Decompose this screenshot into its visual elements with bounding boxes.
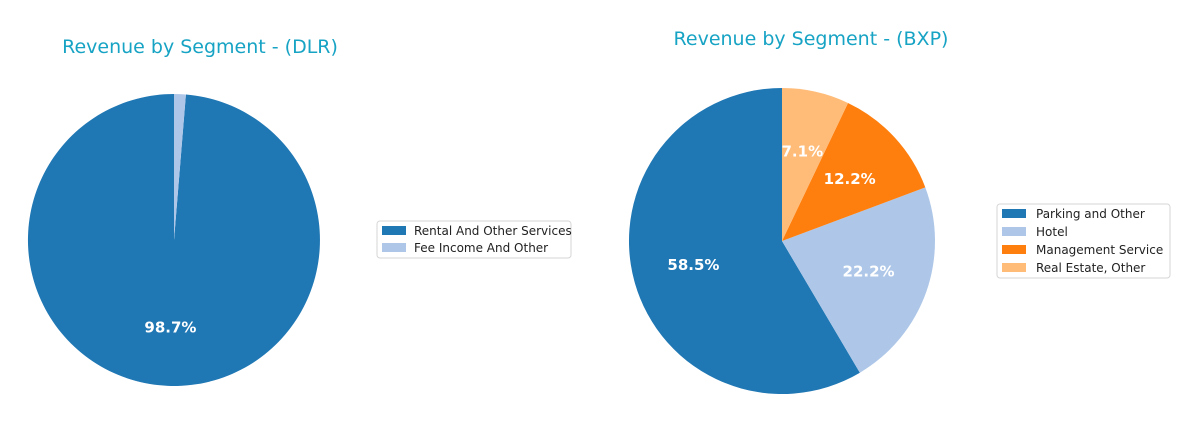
legend-swatch-parking-and-other <box>1002 209 1026 218</box>
legend-label-rental-and-other-services: Rental And Other Services <box>414 224 572 238</box>
legend-frame-bxp <box>996 203 1171 279</box>
legend-frame-dlr <box>376 220 572 259</box>
legend-dlr: Rental And Other Services Fee Income And… <box>376 220 572 259</box>
pie-bxp: 58.5% 22.2% 12.2%7.1% <box>628 88 935 394</box>
chart-title-dlr: Revenue by Segment - (DLR) <box>62 36 338 58</box>
chart-title-bxp: Revenue by Segment - (BXP) <box>674 28 949 50</box>
legend-swatch-fee-income-and-other <box>382 243 406 252</box>
pie-slice-rental-and-other-services <box>27 93 320 386</box>
pie-label-rental-and-other-services: 98.7% <box>144 319 196 337</box>
legend-swatch-rental-and-other-services <box>382 226 406 235</box>
legend-label-management-service: Management Service <box>1036 243 1163 257</box>
pie-slice-parking-and-other <box>628 88 860 394</box>
pie-slice-real-estate-other <box>782 88 849 241</box>
legend-label-hotel: Hotel <box>1036 225 1068 239</box>
legend-swatch-real-estate-other <box>1002 263 1026 272</box>
pie-label-real-estate-other: 7.1% <box>782 142 824 160</box>
pie-chart-bxp: Revenue by Segment - (BXP) 58.5% 22.2% 12.… <box>628 28 1171 394</box>
pie-dlr: 98.7% <box>27 93 320 386</box>
legend-bxp: Parking and Other Hotel Management Servi… <box>996 203 1171 279</box>
pie-chart-dlr: Revenue by Segment - (DLR) 98.7% Rental … <box>27 36 572 386</box>
legend-swatch-management-service <box>1002 245 1026 254</box>
pie-slice-fee-income-and-other <box>174 94 186 240</box>
legend-label-fee-income-and-other: Fee Income And Other <box>414 241 548 255</box>
pie-label-hotel: 22.2% <box>843 263 895 281</box>
pie-label-parking-and-other: 58.5% <box>667 256 719 274</box>
legend-label-real-estate-other: Real Estate, Other <box>1036 261 1145 275</box>
pie-label-management-service: 12.2% <box>824 170 876 188</box>
legend-swatch-hotel <box>1002 227 1026 236</box>
legend-label-parking-and-other: Parking and Other <box>1036 207 1145 221</box>
pie-slice-management-service <box>782 102 926 241</box>
pie-slice-hotel <box>782 187 935 373</box>
